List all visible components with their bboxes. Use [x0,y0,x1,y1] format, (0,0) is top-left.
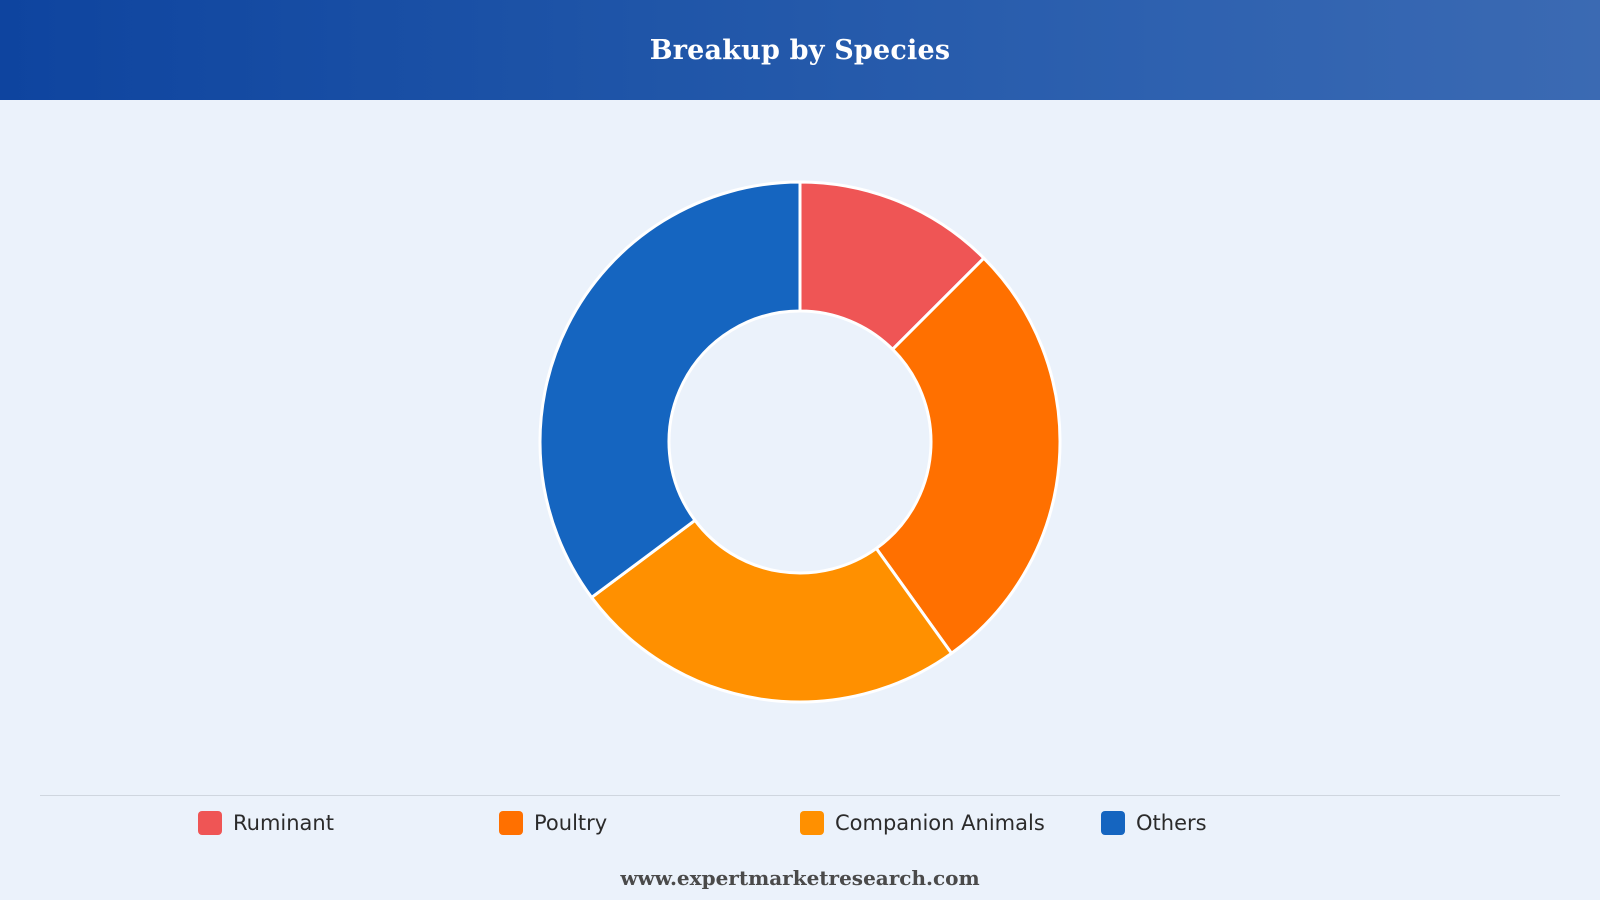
donut-slice-companion-animals[interactable] [590,518,953,704]
legend-swatch-companion-animals [800,811,824,835]
legend-swatch-ruminant [198,811,222,835]
legend: Ruminant Poultry Companion Animals Other… [0,808,1600,838]
donut-slice-poultry[interactable] [874,256,1062,655]
donut-chart [538,180,1062,704]
legend-item-others[interactable]: Others [1101,808,1207,838]
legend-label-ruminant: Ruminant [233,811,334,835]
donut-slice-ruminant[interactable] [798,180,986,351]
legend-swatch-others [1101,811,1125,835]
legend-swatch-poultry [499,811,523,835]
chart-title: Breakup by Species [649,34,951,66]
legend-label-companion-animals: Companion Animals [835,811,1045,835]
donut-slice-others[interactable] [538,180,802,599]
legend-label-others: Others [1136,811,1207,835]
chart-header: Breakup by Species [0,0,1600,100]
legend-item-poultry[interactable]: Poultry [499,808,607,838]
legend-item-ruminant[interactable]: Ruminant [198,808,334,838]
footer-website: www.expertmarketresearch.com [620,866,980,890]
legend-label-poultry: Poultry [534,811,608,835]
legend-item-companion-animals[interactable]: Companion Animals [800,808,1045,838]
legend-divider [40,795,1560,796]
